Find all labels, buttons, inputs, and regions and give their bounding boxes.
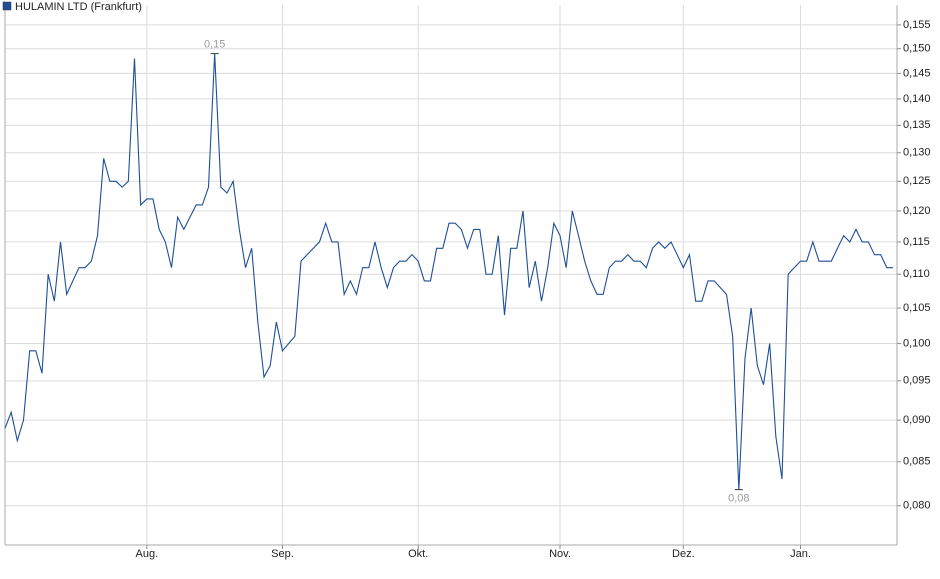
y-tick-label: 0,095 [903, 375, 931, 387]
y-tick-label: 0,110 [903, 268, 930, 280]
y-tick-label: 0,155 [903, 19, 931, 31]
x-tick-label: Dez. [672, 548, 695, 560]
y-tick-label: 0,140 [903, 93, 931, 105]
y-tick-label: 0,135 [903, 119, 931, 131]
price-line [4, 53, 893, 490]
x-tick-label: Aug. [136, 548, 159, 560]
y-tick-label: 0,085 [903, 456, 931, 468]
y-tick-label: 0,120 [903, 205, 931, 217]
legend-label: HULAMIN LTD (Frankfurt) [15, 1, 142, 13]
y-tick-label: 0,130 [903, 147, 931, 159]
extreme-label: 0,15 [204, 39, 225, 51]
y-tick-label: 0,080 [903, 500, 931, 512]
y-tick-label: 0,115 [903, 236, 930, 248]
y-tick-label: 0,090 [903, 414, 931, 426]
y-tick-label: 0,125 [903, 175, 931, 187]
y-tick-label: 0,100 [903, 337, 931, 349]
extreme-label: 0,08 [728, 493, 749, 505]
y-tick-label: 0,145 [903, 67, 931, 79]
x-tick-label: Sep. [271, 548, 294, 560]
legend-swatch [2, 1, 12, 11]
y-tick-label: 0,150 [903, 43, 931, 55]
x-tick-label: Okt. [408, 548, 428, 560]
x-tick-label: Nov. [549, 548, 571, 560]
y-tick-label: 0,105 [903, 302, 931, 314]
x-tick-label: Jan. [790, 548, 811, 560]
